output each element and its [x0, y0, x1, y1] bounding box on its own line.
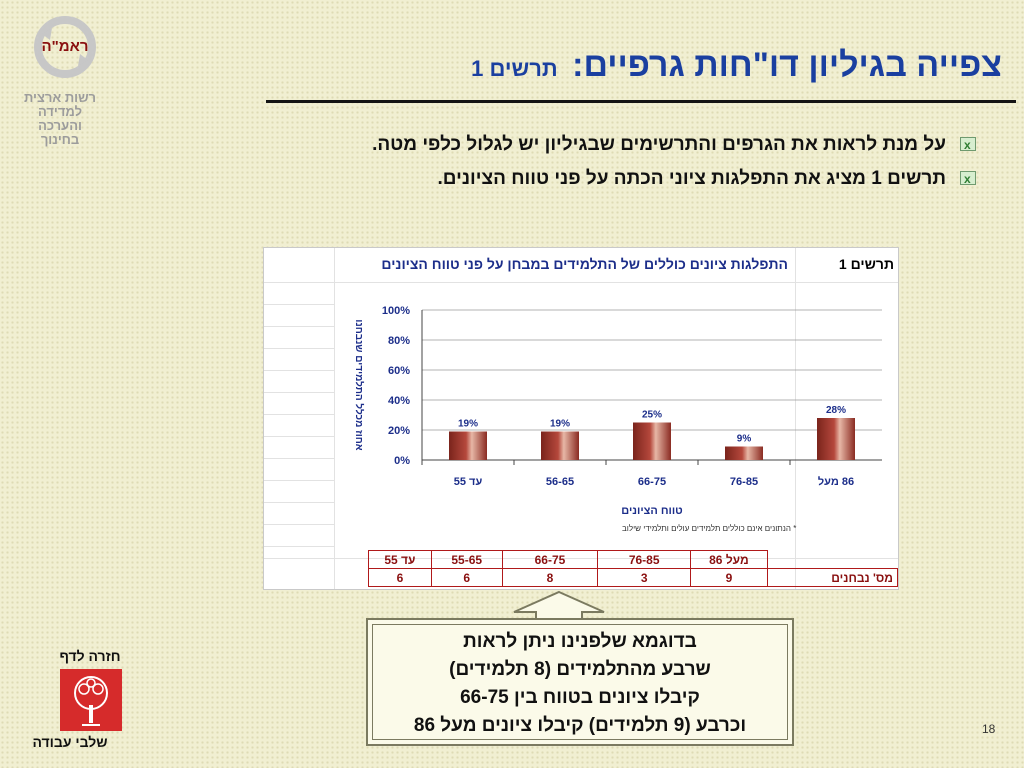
chart-label: תרשים 1: [838, 256, 894, 272]
table-cell: מעל 86: [690, 550, 768, 569]
x-axis-label: טווח הציונים: [621, 505, 683, 517]
x-category-label: 86 מעל: [818, 475, 854, 488]
chart-bar: [449, 431, 487, 460]
table-cell-empty: [767, 551, 897, 569]
work-stages-link[interactable]: שלבי עבודה: [32, 734, 108, 750]
sheet-gridline: [264, 326, 334, 327]
table-cell: 3: [597, 568, 692, 587]
sheet-gridline: [795, 248, 796, 589]
bullet-item: תרשים 1 מציג את התפלגות ציוני הכתה על פנ…: [46, 162, 976, 196]
chart-bar: [633, 422, 671, 460]
sheet-gridline: [264, 414, 334, 415]
sheet-gridline: [264, 546, 334, 547]
callout-line: בדוגמא שלפנינו ניתן לראות: [463, 631, 697, 652]
bullet-text: על מנת לראות את הגרפים והתרשימים שבגיליו…: [372, 134, 946, 155]
back-to-page-link[interactable]: חזרה לדף: [59, 648, 121, 664]
table-cell: 76-85: [597, 550, 692, 569]
organization-name: רשות ארצית למדידה והערכה בחינוך: [8, 91, 112, 147]
callout-line: קיבלו ציונים בטווח בין 66-75: [460, 687, 700, 708]
data-note: * הנתונים אינם כוללים תלמידים עולים ותלמ…: [622, 524, 797, 533]
title-underline: [266, 100, 1016, 103]
table-row-label: מס' נבחנים: [766, 568, 898, 587]
sheet-gridline: [264, 436, 334, 437]
y-tick-label: 100%: [382, 305, 410, 317]
spreadsheet-screenshot: תרשים 1 התפלגות ציונים כוללים של התלמידי…: [263, 247, 899, 590]
explanation-callout: בדוגמא שלפנינו ניתן לראות שרבע מהתלמידים…: [366, 618, 794, 746]
sheet-gridline: [264, 480, 334, 481]
y-tick-label: 20%: [388, 425, 410, 437]
sheet-gridline: [264, 282, 898, 283]
excel-bullet-icon: [960, 162, 976, 196]
recycle-arrows-icon: [34, 16, 96, 78]
callout-arrow-icon: [513, 590, 605, 620]
title-sub: תרשים 1: [471, 56, 558, 81]
table-cell: 6: [368, 568, 432, 587]
y-tick-label: 40%: [388, 395, 410, 407]
table-cell: 66-75: [501, 550, 599, 569]
title-main: צפייה בגיליון דו"חות גרפיים:: [572, 46, 1002, 84]
y-tick-label: 0%: [394, 455, 410, 467]
sheet-gridline: [264, 392, 334, 393]
raama-logo: ראמ"ה: [32, 14, 98, 80]
table-cell: 8: [501, 568, 599, 587]
chart-bar: [541, 431, 579, 460]
sheet-gridline: [264, 458, 334, 459]
bullet-text: תרשים 1 מציג את התפלגות ציוני הכתה על פנ…: [437, 168, 946, 189]
tree-icon: [74, 676, 108, 726]
tree-logo-button[interactable]: [60, 669, 122, 731]
sheet-gridline: [334, 248, 335, 589]
sheet-gridline: [264, 524, 334, 525]
table-row: 6 6 8 3 9 מס' נבחנים: [368, 568, 898, 587]
table-cell: עד 55: [368, 550, 432, 569]
org-line: למדידה: [37, 104, 83, 119]
callout-border: [372, 624, 788, 740]
table-row: עד 55 55-65 66-75 76-85 מעל 86: [368, 550, 898, 569]
org-line: והערכה: [38, 118, 82, 133]
bar-value-label: 9%: [737, 434, 752, 445]
sheet-gridline: [264, 502, 334, 503]
bullet-list: על מנת לראות את הגרפים והתרשימים שבגיליו…: [46, 128, 976, 196]
org-line: רשות ארצית: [23, 90, 97, 105]
scores-table: עד 55 55-65 66-75 76-85 מעל 86 6 6 8 3 9…: [368, 550, 898, 587]
table-cell: 55-65: [430, 550, 503, 569]
table-cell: 9: [690, 568, 768, 587]
sheet-gridline: [264, 370, 334, 371]
org-line: בחינוך: [40, 132, 80, 147]
y-tick-label: 80%: [388, 335, 410, 347]
x-category-label: עד 55: [454, 476, 483, 488]
sheet-gridline: [264, 304, 334, 305]
y-axis-label: אחוז מכלל התלמידים שנבחנו: [353, 319, 365, 450]
page-number: 18: [982, 722, 996, 736]
callout-line: וכרבע (9 תלמידים) קיבלו ציונים מעל 86: [413, 715, 747, 736]
logo-text: ראמ"ה: [41, 38, 89, 55]
slide-title: צפייה בגיליון דו"חות גרפיים: תרשים 1: [471, 46, 1002, 100]
callout-line: שרבע מהתלמידים (8 תלמידים): [449, 659, 711, 680]
callout-text: בדוגמא שלפנינו ניתן לראות שרבע מהתלמידים…: [368, 628, 792, 740]
x-category-label: 66-75: [638, 476, 666, 488]
excel-bullet-icon: [960, 128, 976, 162]
bullet-item: על מנת לראות את הגרפים והתרשימים שבגיליו…: [46, 128, 976, 162]
x-category-label: 76-85: [730, 476, 758, 488]
table-cell: 6: [430, 568, 503, 587]
bar-value-label: 25%: [642, 410, 662, 421]
sheet-gridline: [264, 348, 334, 349]
bar-chart: 0% 20% 40% 60% 80% 100% 19% עד 55 19% 56-65 25% 66-…: [353, 305, 882, 517]
chart-bar: [725, 446, 763, 460]
bar-value-label: 19%: [550, 419, 570, 430]
bar-value-label: 28%: [826, 405, 846, 416]
y-tick-label: 60%: [388, 365, 410, 377]
chart-title: התפלגות ציונים כוללים של התלמידים במבחן …: [381, 256, 788, 272]
bar-value-label: 19%: [458, 419, 478, 430]
chart-bar: [817, 418, 855, 460]
x-category-label: 56-65: [546, 476, 574, 488]
